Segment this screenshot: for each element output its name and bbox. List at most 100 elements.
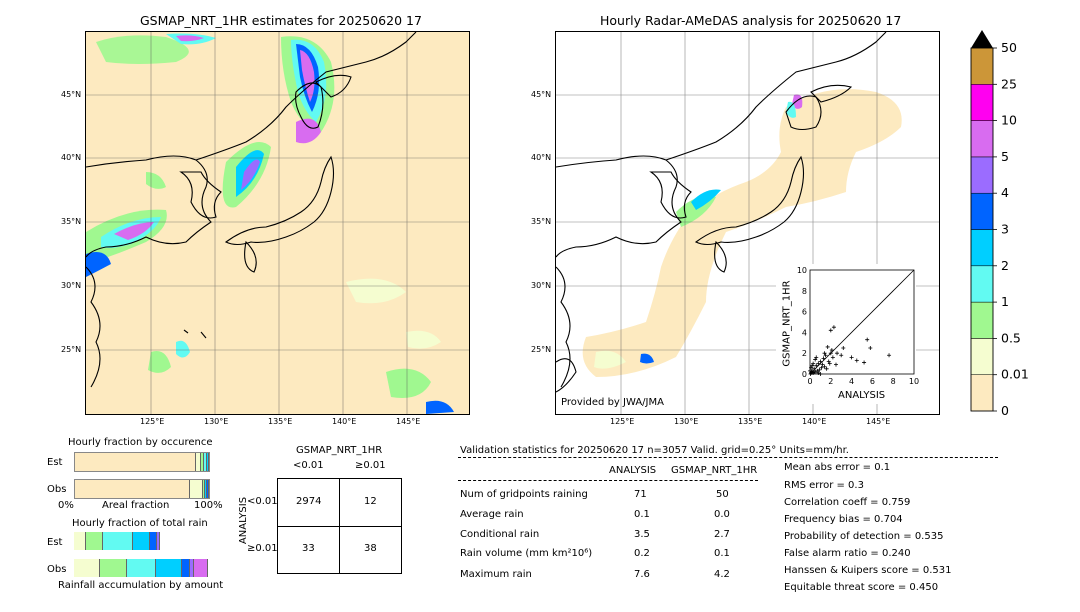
bar-segment [74,532,86,550]
scatter-point [821,356,826,361]
right-lon-130: 130°E [674,417,699,426]
bar-segment [207,480,209,498]
scatter-point [818,359,823,364]
scatter-y-tick: 4 [802,328,807,337]
occurrence-est-label: Est [47,457,63,468]
scatter-point [822,351,827,356]
right-analysis-area [582,89,902,377]
bar-segment [204,453,207,471]
scatter-point [809,365,814,370]
left-map [85,31,470,415]
scatter-point [824,366,829,371]
validation-row-gsmap: 2.7 [714,529,730,540]
bar-segment [195,453,202,471]
score-corr: Correlation coeff = 0.759 [784,497,911,508]
scatter-point [823,353,828,358]
scatter-point [830,355,835,360]
scatter-point [811,361,816,366]
left-grid [86,32,469,414]
scatter-point [841,346,846,350]
right-lat-25: 25°N [531,345,552,354]
scatter-point [868,346,873,350]
contingency-cell-false-alarm: 12 [364,496,377,507]
scatter-point [828,351,833,356]
score-mae: Mean abs error = 0.1 [784,462,891,473]
validation-table-rule [458,480,758,481]
bar-segment [202,480,206,498]
scatter-diagonal [809,269,915,375]
contingency-title: GSMAP_NRT_1HR [296,445,383,456]
scatter-point [814,363,819,368]
scatter-point [810,363,815,368]
occurrence-est-bar [74,452,210,472]
occurrence-xlabel-mid: Areal fraction [102,500,170,511]
colorbar-segment [970,156,994,194]
bar-segment [189,559,195,577]
right-lon-140: 140°E [802,417,827,426]
colorbar-tick-label: 0.01 [1001,367,1029,382]
credit-label: Provided by JWA/JMA [561,397,664,408]
colorbar-segment [970,229,994,267]
bar-segment [74,559,101,577]
scatter-y-tick: 10 [797,266,807,275]
colorbar-segment [970,47,994,85]
contingency-row-lt: <0.01 [247,496,278,507]
validation-row-analysis: 3.5 [634,529,650,540]
scatter-point [834,362,838,367]
scatter-y-tick: 6 [802,308,807,317]
validation-header-rule [458,457,998,458]
scatter-plot: 00 2 2 4 4 6 6 8 8 10 10 [797,266,919,386]
colorbar-tick-label: 3 [1001,222,1009,237]
scatter-point [820,362,825,367]
colorbar: 0 0.01 0.5 1 2 3 4 5 10 25 50 [970,30,1029,418]
colorbar-segment [970,192,994,230]
scatter-x-tick: 6 [870,377,875,386]
colorbar-segment [970,84,994,121]
right-map-title: Hourly Radar-AMeDAS analysis for 2025062… [600,13,902,28]
left-lon-140: 140°E [332,417,357,426]
scatter-y-tick: 2 [802,349,807,358]
scatter-point [835,351,840,356]
validation-row-gsmap: 50 [716,489,729,500]
bar-segment [205,480,208,498]
scatter-point [822,364,827,369]
validation-row-analysis: 0.1 [634,509,650,520]
validation-row-label: Average rain [460,509,524,520]
validation-row-gsmap: 0.1 [714,548,730,559]
colorbar-segment [970,374,994,412]
bar-segment [194,559,209,577]
scatter-x-tick: 2 [828,377,833,386]
bar-segment [102,532,134,550]
total-rain-est-bar [74,532,208,550]
bar-segment [155,559,183,577]
bar-segment [190,480,203,498]
scatter-point [831,325,836,330]
validation-col-analysis: ANALYSIS [609,465,657,476]
bar-segment [100,559,127,577]
scatter-point [814,355,819,360]
contingency-cell-miss: 33 [302,543,315,554]
score-far: False alarm ratio = 0.240 [784,548,911,559]
contingency-row-ge: ≥0.01 [247,543,278,554]
score-hk: Hanssen & Kuipers score = 0.531 [784,565,952,576]
validation-row-analysis: 0.2 [634,548,650,559]
colorbar-tick-label: 25 [1001,76,1017,91]
scatter-point [816,370,821,375]
left-lon-135: 135°E [268,417,293,426]
bar-segment [75,453,196,471]
scatter-y-tick: 0 [802,370,807,379]
scatter-point [862,360,867,365]
scatter-point [887,353,892,358]
validation-row-label: Rain volume (mm km²10⁶) [460,548,593,559]
right-lat-45: 45°N [531,90,552,99]
scatter-point [828,328,833,333]
left-lat-30: 30°N [61,281,82,290]
score-pod: Probability of detection = 0.535 [784,531,944,542]
colorbar-segment [970,120,994,158]
validation-row-gsmap: 4.2 [714,569,730,580]
right-lat-40: 40°N [531,153,552,162]
scatter-point [819,365,824,370]
occurrence-title: Hourly fraction by occurence [68,437,213,448]
scatter-point [825,344,830,349]
right-lat-30: 30°N [531,281,552,290]
